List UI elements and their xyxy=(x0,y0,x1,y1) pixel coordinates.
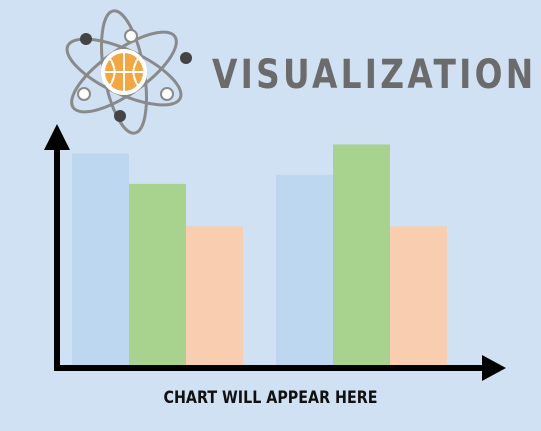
chart-axes xyxy=(44,124,506,381)
bar-group-2-series-3 xyxy=(390,226,447,366)
bar-group-2-series-1 xyxy=(276,174,333,366)
chart-placeholder-caption: CHART WILL APPEAR HERE xyxy=(163,388,378,408)
page-title: VISUALIZATION xyxy=(212,52,537,98)
bar-group-1-series-2 xyxy=(129,183,186,366)
bar-group-1-series-1 xyxy=(72,153,129,366)
atom-basketball-icon xyxy=(65,9,192,135)
bar-group-1-series-3 xyxy=(186,226,243,366)
x-axis-arrow xyxy=(482,355,506,381)
y-axis-arrow xyxy=(44,124,70,150)
bar-group-2-series-2 xyxy=(333,144,390,366)
